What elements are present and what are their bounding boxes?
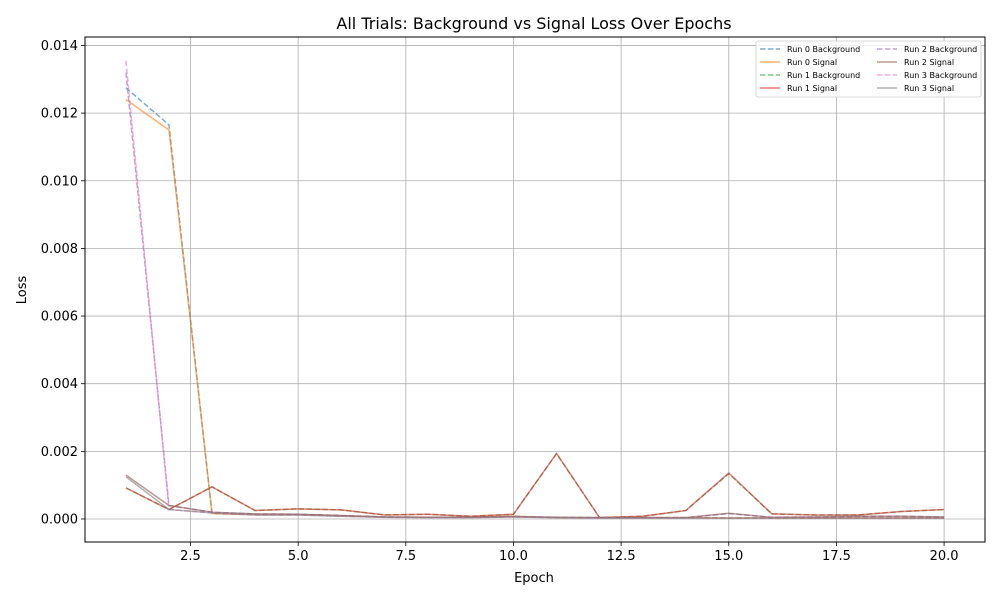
y-tick-label: 0.000 — [41, 512, 78, 527]
x-tick-label: 10.0 — [499, 549, 528, 564]
legend-label: Run 0 Signal — [787, 58, 837, 67]
legend-label: Run 2 Background — [904, 45, 977, 54]
x-tick-label: 20.0 — [930, 549, 959, 564]
legend-label: Run 3 Signal — [904, 84, 954, 93]
series-line-run-3-signal — [125, 476, 945, 519]
x-tick-label: 15.0 — [714, 549, 743, 564]
plot-frame — [84, 36, 986, 543]
y-tick-label: 0.010 — [41, 174, 78, 189]
legend-label: Run 2 Signal — [904, 58, 954, 67]
y-axis: 0.000 0.002 0.004 0.006 0.008 0.010 0.012 0.014 — [41, 39, 85, 527]
y-tick-label: 0.004 — [41, 377, 78, 392]
y-tick-label: 0.008 — [41, 242, 78, 257]
legend-label: Run 1 Background — [787, 71, 860, 80]
x-tick-label: 2.5 — [180, 549, 201, 564]
grid — [85, 37, 985, 542]
x-tick-label: 12.5 — [607, 549, 636, 564]
y-axis-label: Loss — [15, 276, 30, 305]
legend-label: Run 0 Background — [787, 45, 860, 54]
x-axis-label: Epoch — [514, 571, 554, 586]
legend-label: Run 1 Signal — [787, 84, 837, 93]
y-tick-label: 0.002 — [41, 445, 78, 460]
x-tick-label: 7.5 — [395, 549, 416, 564]
legend-label: Run 3 Background — [904, 71, 977, 80]
y-tick-label: 0.014 — [41, 39, 78, 54]
x-tick-label: 5.0 — [288, 549, 309, 564]
legend-box — [755, 40, 982, 98]
y-tick-label: 0.006 — [41, 310, 78, 325]
series-layer — [125, 60, 945, 519]
series-line-run-1-signal — [125, 452, 945, 519]
x-tick-label: 17.5 — [822, 549, 851, 564]
legend: Run 0 Background Run 0 Signal Run 1 Backgr… — [755, 40, 982, 98]
y-tick-label: 0.012 — [41, 107, 78, 122]
chart-title: All Trials: Background vs Signal Loss Ov… — [336, 14, 731, 33]
x-axis: 2.5 5.0 7.5 10.0 12.5 15.0 17.5 20.0 — [180, 542, 959, 564]
